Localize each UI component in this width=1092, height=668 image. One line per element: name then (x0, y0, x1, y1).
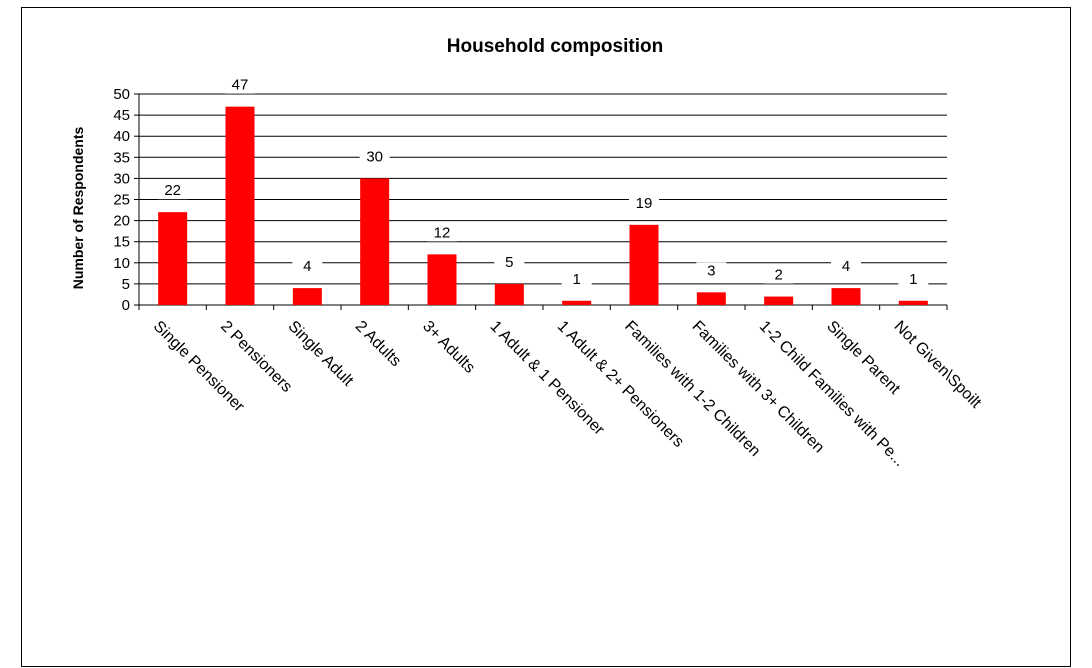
y-tick-label: 10 (113, 255, 130, 272)
x-tick-label: 1 Adult & 2+ Pensioners (554, 318, 687, 451)
y-tick-label: 25 (113, 192, 130, 209)
bar (629, 224, 659, 305)
data-label-background (359, 148, 390, 166)
y-tick-label: 30 (113, 170, 130, 187)
bar (158, 212, 188, 305)
data-label: 19 (636, 195, 653, 212)
y-tick-label: 20 (113, 213, 130, 230)
bar-chart: Household composition Number of Responde… (70, 36, 985, 470)
data-label: 2 (774, 267, 782, 284)
y-tick-label: 5 (122, 276, 130, 293)
data-label: 4 (303, 258, 311, 275)
chart-frame: Household composition Number of Responde… (21, 7, 1071, 667)
bar (562, 300, 592, 305)
bar (898, 300, 928, 305)
bar (764, 296, 794, 305)
bar (494, 283, 524, 305)
x-tick-label: Families with 3+ Children (689, 318, 828, 457)
x-tick-label: 1-2 Child Families with Pe... (756, 318, 908, 470)
y-tick-label: 15 (113, 234, 130, 251)
data-label: 47 (232, 77, 249, 94)
data-label-background (831, 258, 861, 276)
x-tick-label: 1 Adult & 1 Pensioner (487, 318, 608, 439)
data-labels: 22 47 4 30 12 5 1 19 3 2 4 1 (157, 76, 929, 288)
data-label: 1 (909, 271, 917, 288)
data-label-background (561, 270, 592, 288)
x-tick-label: 3+ Adults (419, 318, 478, 377)
data-label-background (898, 270, 929, 288)
chart-title: Household composition (447, 36, 663, 57)
data-label: 5 (505, 254, 513, 271)
bar (831, 288, 861, 305)
x-tick-label: 2 Adults (352, 318, 404, 370)
x-tick-label: Not Given\Spoilt (891, 318, 985, 412)
data-label-background (292, 258, 323, 276)
y-axis-title: Number of Respondents (70, 127, 86, 290)
y-tick-label: 40 (113, 128, 130, 145)
bars (158, 106, 928, 305)
gridlines (139, 93, 947, 285)
data-label: 3 (707, 262, 715, 279)
bar (360, 178, 390, 305)
data-label: 4 (842, 258, 850, 275)
bar (696, 292, 726, 305)
y-tick-label: 45 (113, 107, 130, 124)
data-label-background (696, 262, 727, 280)
data-label-background (427, 224, 457, 242)
data-label-background (629, 194, 659, 212)
bar (427, 254, 457, 305)
x-tick-label: Single Adult (285, 318, 357, 390)
y-tick-label: 50 (113, 86, 130, 103)
data-label: 30 (366, 148, 383, 165)
bar (292, 288, 322, 305)
data-label-background (763, 266, 794, 284)
x-tick-label: Families with 1-2 Children (621, 318, 763, 460)
y-tick-label: 0 (122, 297, 130, 314)
data-label: 1 (572, 271, 580, 288)
data-label-background (157, 182, 188, 200)
data-label: 12 (434, 224, 451, 241)
data-label-background (494, 253, 525, 271)
data-label: 22 (164, 182, 181, 199)
y-tick-label: 35 (113, 149, 130, 166)
bar (225, 106, 255, 305)
data-label-background (225, 76, 255, 94)
